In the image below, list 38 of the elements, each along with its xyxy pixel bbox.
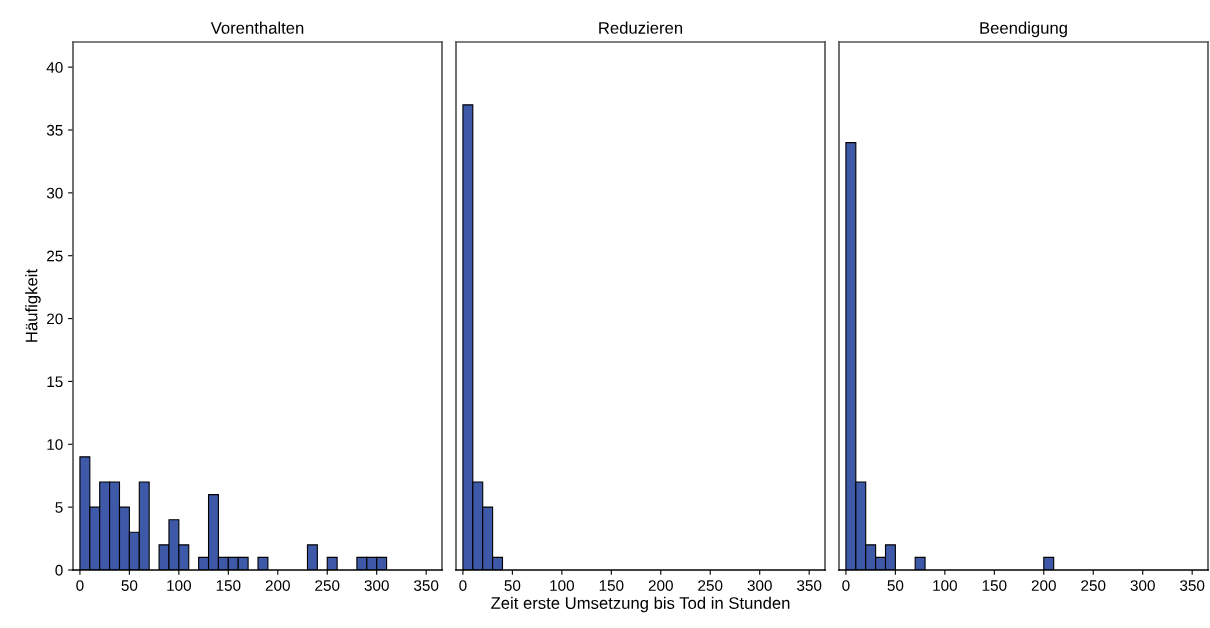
chart-title: Reduzieren: [599, 21, 683, 34]
x-tick-label: 100: [933, 580, 957, 591]
y-tick-label: 0: [55, 564, 63, 576]
y-tick-label: 10: [47, 439, 63, 450]
x-tick-label: 150: [216, 580, 241, 591]
x-tick-label: 300: [1130, 580, 1155, 591]
y-tick-label: 20: [47, 313, 63, 325]
x-tick-label: 0: [842, 580, 850, 591]
y-tick-label: 30: [46, 187, 63, 199]
x-tick-label: 300: [364, 580, 389, 591]
y-tick-label: 35: [46, 124, 63, 136]
x-tick-label: 150: [599, 580, 624, 591]
x-tick-label: 250: [698, 580, 723, 591]
x-tick-label: 150: [982, 580, 1007, 591]
x-tick-label: 100: [167, 580, 191, 591]
x-axis-title: Zeit erste Umsetzung bis Tod in Stunden: [491, 596, 790, 613]
chart-title: Vorenthalten: [210, 21, 304, 34]
x-tick-label: 50: [887, 580, 904, 591]
chart-title: Beendigung: [980, 21, 1067, 38]
x-tick-label: 250: [1081, 580, 1106, 591]
x-tick-label: 350: [797, 580, 822, 591]
x-tick-label: 350: [414, 580, 439, 591]
x-tick-label: 300: [747, 580, 772, 591]
y-tick-label: 25: [47, 250, 63, 262]
y-axis-title: Häufigkeit: [25, 269, 41, 342]
x-tick-label: 350: [1180, 580, 1205, 591]
y-tick-label: 40: [46, 62, 63, 73]
y-tick-label: 5: [55, 502, 63, 513]
x-tick-label: 100: [550, 580, 574, 591]
x-tick-label: 200: [265, 580, 290, 591]
x-tick-label: 0: [76, 580, 84, 591]
x-tick-label: 200: [1031, 580, 1056, 591]
x-tick-label: 0: [459, 580, 467, 591]
x-tick-label: 50: [121, 580, 138, 591]
y-tick-label: 15: [47, 376, 63, 388]
x-tick-label: 250: [315, 580, 340, 591]
x-tick-label: 50: [504, 580, 521, 591]
x-tick-label: 200: [648, 580, 673, 591]
